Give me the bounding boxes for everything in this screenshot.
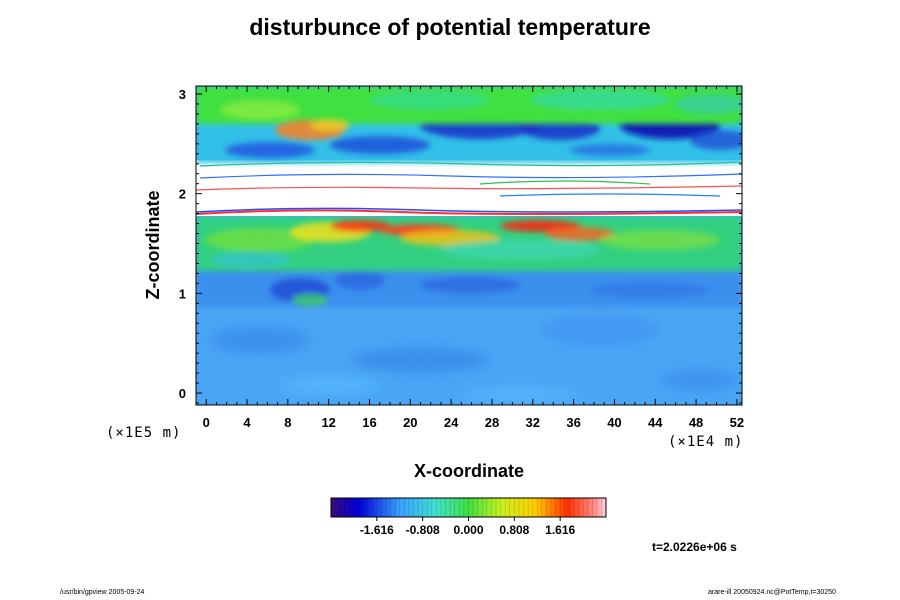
chart-title: disturbunce of potential temperature <box>249 14 651 40</box>
x-tick-label: 40 <box>607 415 621 430</box>
colorbar-tick-label: -0.808 <box>406 523 440 537</box>
time-label: t=2.0226e+06 s <box>652 540 737 554</box>
x-tick-label: 52 <box>730 415 744 430</box>
colorbar-segments <box>335 498 602 517</box>
x-tick-label: 8 <box>284 415 291 430</box>
heatmap-field <box>196 86 742 405</box>
colorbar-tick-label: 0.808 <box>499 523 529 537</box>
y-axis: 0 1 2 3 <box>179 87 742 404</box>
colorbar: -1.616 -0.808 0.000 0.808 1.616 <box>330 497 607 537</box>
x-axis-title: X-coordinate <box>414 461 524 481</box>
footer-right: arare-ill 20050924.nc@PotTemp,t=30250 <box>708 589 836 596</box>
x-tick-label: 12 <box>321 415 335 430</box>
x-tick-label: 48 <box>689 415 703 430</box>
colorbar-tick-label: 0.000 <box>453 523 483 537</box>
x-tick-label: 0 <box>203 415 210 430</box>
colorbar-ticks: -1.616 -0.808 0.000 0.808 1.616 <box>360 517 576 537</box>
x-tick-label: 28 <box>485 415 499 430</box>
y-tick-label: 2 <box>179 187 186 202</box>
plot-frame <box>195 85 743 406</box>
y-axis-title: Z-coordinate <box>143 190 163 299</box>
colorbar-tick-label: -1.616 <box>360 523 394 537</box>
y-tick-label: 1 <box>179 286 186 301</box>
footer-left: /usr/bin/gpview 2005-09-24 <box>60 589 145 596</box>
x-tick-label: 20 <box>403 415 417 430</box>
colorbar-tick-label: 1.616 <box>545 523 575 537</box>
x-tick-label: 4 <box>243 415 251 430</box>
x-axis: 0 4 8 12 16 20 24 28 32 36 40 44 48 52 <box>203 86 744 430</box>
x-tick-label: 44 <box>648 415 663 430</box>
x-unit-label: (×1E4 m) <box>668 434 744 450</box>
x-tick-label: 32 <box>526 415 540 430</box>
y-tick-label: 3 <box>179 87 186 102</box>
x-tick-label: 24 <box>444 415 459 430</box>
z-unit-label: (×1E5 m) <box>106 425 182 441</box>
x-tick-label: 16 <box>362 415 376 430</box>
y-tick-label: 0 <box>179 386 186 401</box>
x-tick-label: 36 <box>566 415 580 430</box>
